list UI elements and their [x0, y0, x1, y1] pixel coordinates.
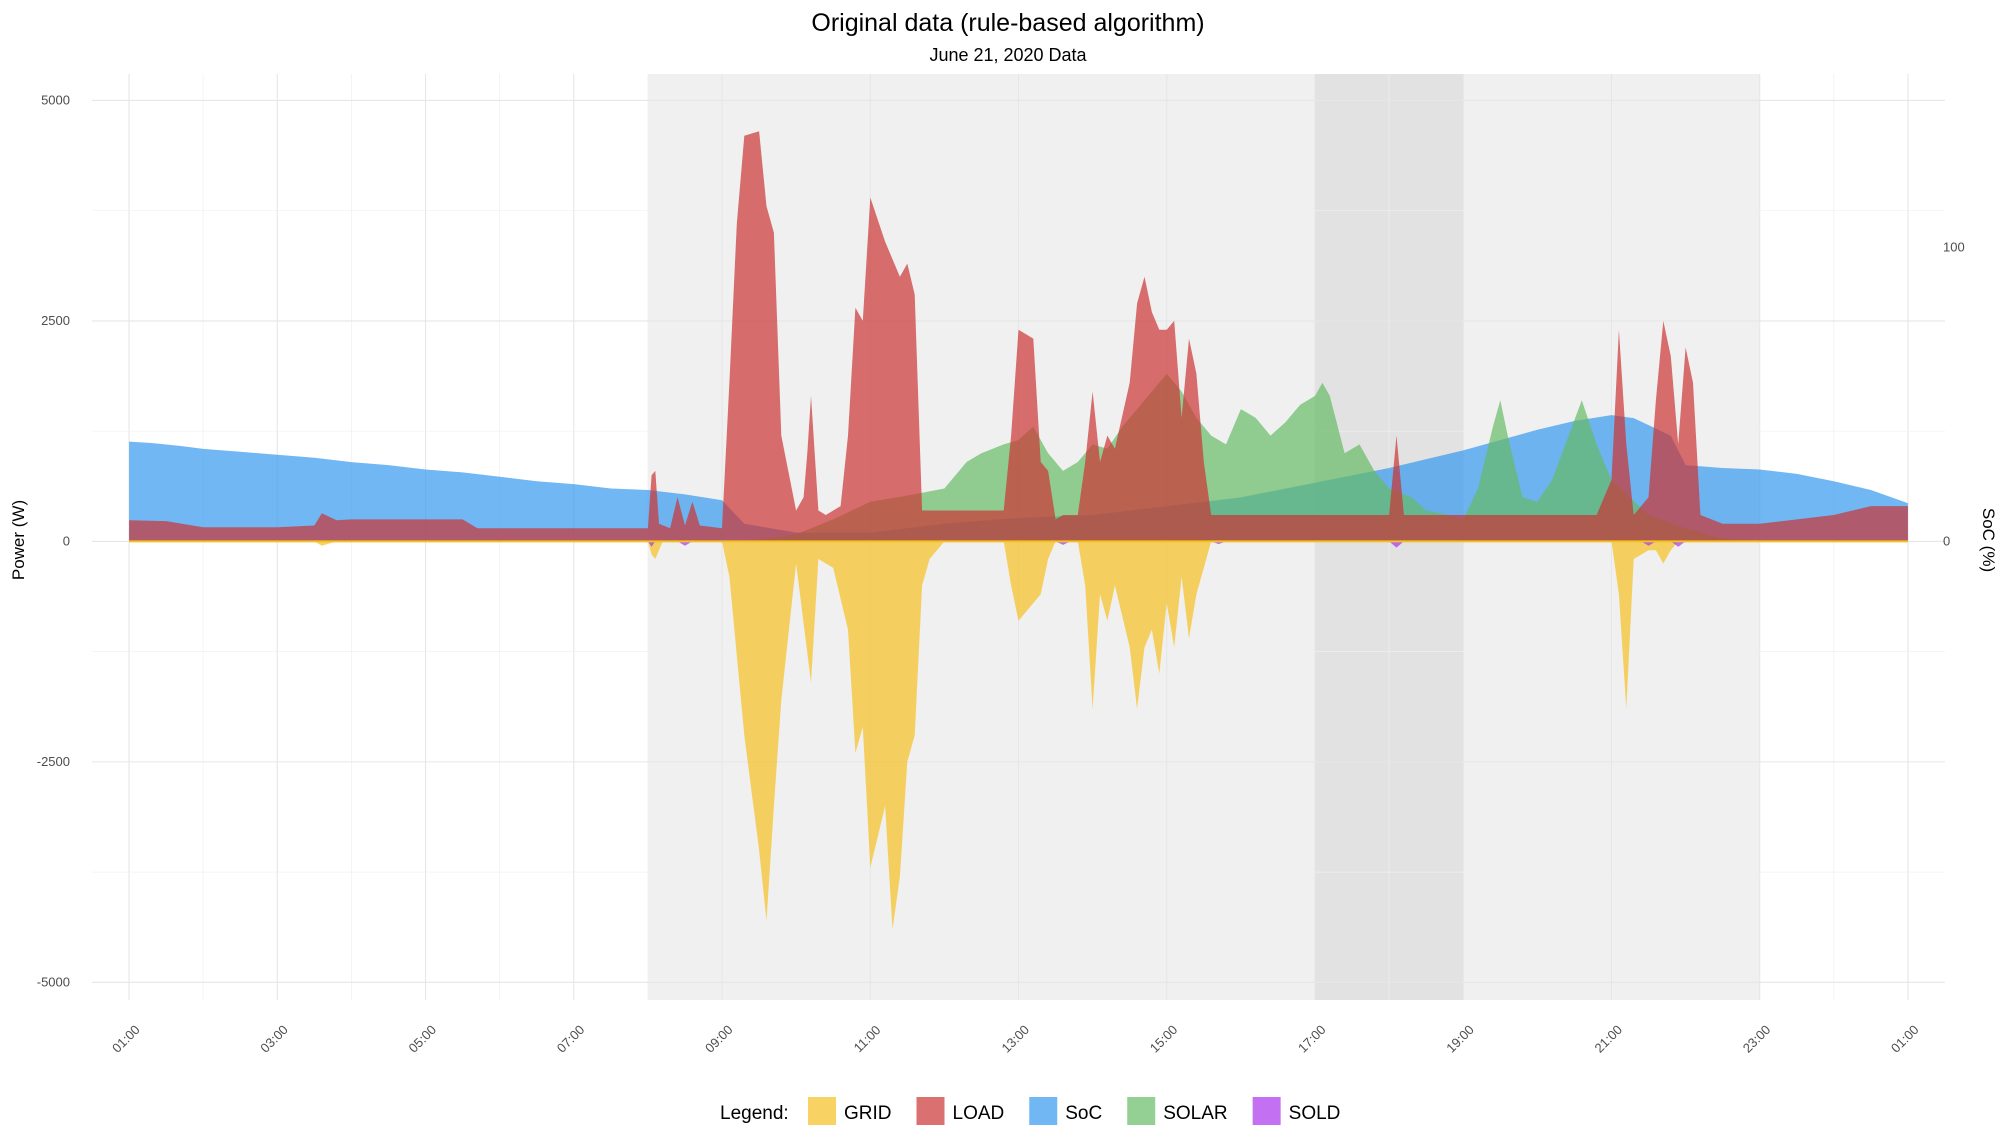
chart-title: Original data (rule-based algorithm) [811, 9, 1204, 37]
x-tick-label: 23:00 [1740, 1022, 1774, 1056]
x-tick-label: 15:00 [1147, 1022, 1181, 1056]
legend-label-solar: SOLAR [1163, 1103, 1227, 1124]
y-tick-label: 2500 [41, 313, 70, 328]
legend-label-sold: SOLD [1289, 1103, 1341, 1124]
legend-title: Legend: [720, 1103, 789, 1124]
series-area-grid [129, 541, 1908, 930]
y-axis-title: Power (W) [9, 500, 28, 580]
y2-axis-title: SoC (%) [1979, 508, 1998, 572]
legend-label-grid: GRID [844, 1103, 892, 1124]
x-tick-label: 07:00 [554, 1022, 588, 1056]
y2-tick-label: 100 [1943, 240, 1965, 255]
legend-swatch-load [916, 1097, 945, 1125]
series-areas [129, 131, 1908, 930]
x-tick-label: 19:00 [1443, 1022, 1477, 1056]
series-area-load [129, 131, 1908, 542]
x-tick-label: 05:00 [406, 1022, 440, 1056]
legend-swatch-solar [1127, 1097, 1156, 1125]
legend: Legend: GRID LOAD SoC SOLAR SOLD [720, 1097, 1340, 1125]
y-tick-label: -5000 [37, 974, 70, 989]
legend-swatch-soc [1029, 1097, 1058, 1125]
x-tick-label: 01:00 [1888, 1022, 1922, 1056]
series-area-soc [129, 415, 1908, 542]
x-tick-label: 17:00 [1295, 1022, 1329, 1056]
legend-swatch-sold [1252, 1097, 1281, 1125]
legend-label-soc: SoC [1065, 1103, 1102, 1124]
y2-tick-label: 0 [1943, 533, 1950, 548]
legend-label-load: LOAD [953, 1103, 1005, 1124]
legend-swatch-grid [808, 1097, 836, 1125]
y-tick-label: -2500 [37, 754, 70, 769]
x-tick-label: 01:00 [109, 1022, 143, 1056]
x-tick-label: 13:00 [999, 1022, 1033, 1056]
x-tick-label: 03:00 [257, 1022, 291, 1056]
x-tick-label: 21:00 [1591, 1022, 1625, 1056]
y-tick-label: 5000 [41, 92, 70, 107]
x-tick-label: 09:00 [702, 1022, 736, 1056]
series-area-solar [647, 373, 1760, 542]
x-tick-label: 11:00 [851, 1022, 884, 1055]
y-tick-label: 0 [63, 533, 70, 548]
chart-subtitle: June 21, 2020 Data [929, 45, 1087, 65]
